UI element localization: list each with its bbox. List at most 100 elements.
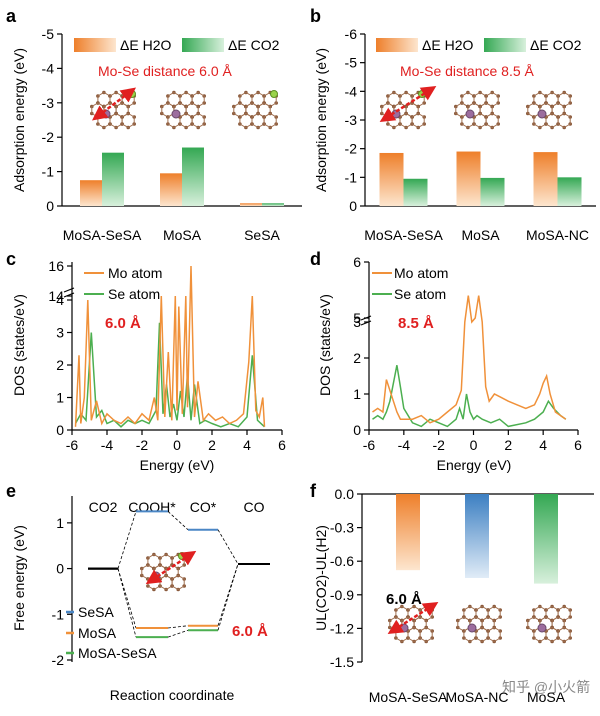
- panel-label-c: c: [6, 249, 16, 269]
- lattice-ring: [239, 112, 253, 129]
- panel-e-step-label: CO*: [190, 499, 217, 515]
- panel-b-ylabel: Adsorption energy (eV): [313, 48, 329, 192]
- lattice-ring: [557, 112, 571, 129]
- panel-e-ytick-label: -2: [52, 652, 65, 668]
- panel-d-series-mo: [372, 295, 567, 424]
- panel-c-xtick-label: -4: [101, 437, 114, 453]
- panel-b-ytick-label: -2: [345, 141, 358, 157]
- panel-a-legend-co2: ΔE CO2: [228, 37, 280, 53]
- panel-d-series-se: [372, 365, 567, 428]
- panel-c-ytick-label: 16: [48, 258, 64, 274]
- panel-b-structure-mosa: [454, 90, 501, 130]
- panel-d-legend-se: Se atom: [394, 286, 446, 302]
- panel-f-distance-arrow: [387, 601, 439, 635]
- panel-d-ytick-label: 1: [353, 386, 361, 402]
- panel-c-ytick-label: 2: [56, 357, 64, 373]
- panel-a-annotation: Mo-Se distance 6.0 Å: [98, 63, 233, 79]
- lattice-ring: [485, 112, 499, 129]
- panel-f-ytick-label: -0.6: [330, 553, 354, 569]
- panel-c-legend-se: Se atom: [108, 286, 160, 302]
- panel-e-connector-mosa-sesa: [217, 563, 239, 631]
- lattice-ring: [399, 112, 413, 129]
- panel-c-legend-mo: Mo atom: [108, 265, 162, 281]
- lattice-ring: [473, 112, 487, 129]
- watermark: 知乎 @小火箭: [502, 679, 590, 695]
- panel-b-ytick-label: -1: [345, 169, 358, 185]
- panel-d-xtick-label: -2: [432, 437, 445, 453]
- panel-a-bar-co2: [102, 152, 124, 206]
- panel-c-xtick-label: 2: [208, 437, 216, 453]
- panel-c-xtick-label: -2: [136, 437, 149, 453]
- mo-atom: [465, 109, 475, 119]
- panel-d-ylabel: DOS (states/eV): [317, 294, 333, 396]
- panel-e-annotation: 6.0 Å: [232, 623, 268, 640]
- panel-b: -6 -5 -4 -3 -2 -1 0 Adsorption energy (eV) MoS…: [313, 26, 596, 243]
- panel-d: 0 1 2 35 6 -6 -4 -2 0 2 4 6 DOS (states/eV) Energy …: [317, 254, 582, 473]
- panel-c-xtick-label: 6: [278, 437, 286, 453]
- lattice-ring: [411, 112, 425, 129]
- panel-b-bar-co2: [557, 177, 582, 206]
- panel-e-ylabel: Free energy (eV): [11, 525, 27, 631]
- panel-c-xtick-label: 4: [243, 437, 251, 453]
- panel-d-legend-mo: Mo atom: [394, 265, 448, 281]
- lattice-ring: [475, 626, 489, 643]
- lattice-ring: [557, 626, 571, 643]
- panel-c-ytick-label: 0: [56, 422, 64, 438]
- panel-b-distance-arrow: [379, 85, 437, 123]
- panel-d-annotation: 8.5 Å: [398, 315, 434, 332]
- panel-a-legend-co2-swatch: [182, 38, 224, 52]
- panel-c-series-se: [74, 322, 266, 428]
- panel-c-annotation: 6.0 Å: [105, 315, 141, 332]
- panel-a-ylabel: Adsorption energy (eV): [11, 48, 27, 192]
- panel-a-structure-sesa: [232, 90, 279, 130]
- panel-e-connector-sesa: [167, 511, 189, 531]
- panel-e-legend-sesa: SeSA: [78, 604, 114, 620]
- panel-a-ytick-label: -4: [42, 60, 55, 76]
- panel-f-structure-mosa: [526, 604, 572, 644]
- panel-d-xtick-label: 6: [574, 437, 582, 453]
- panel-e-connector-mosa-sesa: [117, 568, 137, 638]
- panel-f-ytick-label: -0.3: [330, 520, 354, 536]
- panel-e-ytick-label: 0: [56, 561, 64, 577]
- panel-f-category-label: MoSA-SeSA: [369, 689, 448, 705]
- panel-label-b: b: [310, 6, 321, 26]
- panel-b-bar-h2o: [456, 151, 481, 206]
- mo-atom: [171, 109, 181, 119]
- panel-d-xtick-label: -6: [363, 437, 376, 453]
- panel-f-category-label: MoSA-NC: [445, 689, 508, 705]
- panel-c-axis-break: [63, 287, 75, 298]
- panel-f-annotation: 6.0 Å: [386, 591, 422, 608]
- panel-a-ytick-label: -1: [42, 164, 55, 180]
- panel-c-ytick-label: 1: [56, 390, 64, 406]
- panel-a-ytick-label: -5: [42, 26, 55, 42]
- panel-a: -5 -4 -3 -2 -1 0 Adsorption energy (eV) MoSA-…: [11, 26, 302, 243]
- panel-f: 0.0 -0.3 -0.6 -0.9 -1.2 -1.5 UL(CO2)-UL(H2) M…: [313, 486, 594, 705]
- panel-e-ytick-label: -1: [52, 606, 65, 622]
- panel-label-e: e: [6, 481, 16, 501]
- panel-f-ytick-label: -0.9: [330, 587, 354, 603]
- panel-f-structure-mosa-nc: [456, 604, 503, 644]
- panel-f-category-label: MoSA: [527, 689, 566, 705]
- panel-e-xlabel: Reaction coordinate: [110, 687, 235, 703]
- panel-c-ylabel: DOS (states/eV): [11, 294, 27, 396]
- panel-a-ytick-label: -3: [42, 95, 55, 111]
- lattice-ring: [159, 574, 173, 591]
- panel-b-category-label: MoSA-NC: [526, 227, 589, 243]
- lattice-ring: [191, 112, 205, 129]
- panel-d-xlabel: Energy (eV): [437, 457, 512, 473]
- panel-b-bar-co2: [403, 178, 428, 206]
- panel-a-bar-h2o: [80, 180, 102, 206]
- panel-e-ytick-label: 1: [56, 515, 64, 531]
- panel-b-legend-co2: ΔE CO2: [530, 37, 582, 53]
- panel-b-bar-h2o: [379, 152, 404, 206]
- lattice-ring: [545, 112, 559, 129]
- panel-d-ytick-label: 6: [353, 254, 361, 270]
- panel-a-bar-co2: [182, 147, 204, 206]
- panel-b-legend-co2-swatch: [484, 38, 526, 52]
- panel-c-ytick-label: 4: [56, 292, 64, 308]
- panel-b-category-label: MoSA-SeSA: [364, 227, 443, 243]
- panel-a-legend-h2o: ΔE H2O: [120, 37, 171, 53]
- panel-d-ytick-label: 2: [353, 350, 361, 366]
- panel-e-legend-mosa: MoSA: [78, 625, 117, 641]
